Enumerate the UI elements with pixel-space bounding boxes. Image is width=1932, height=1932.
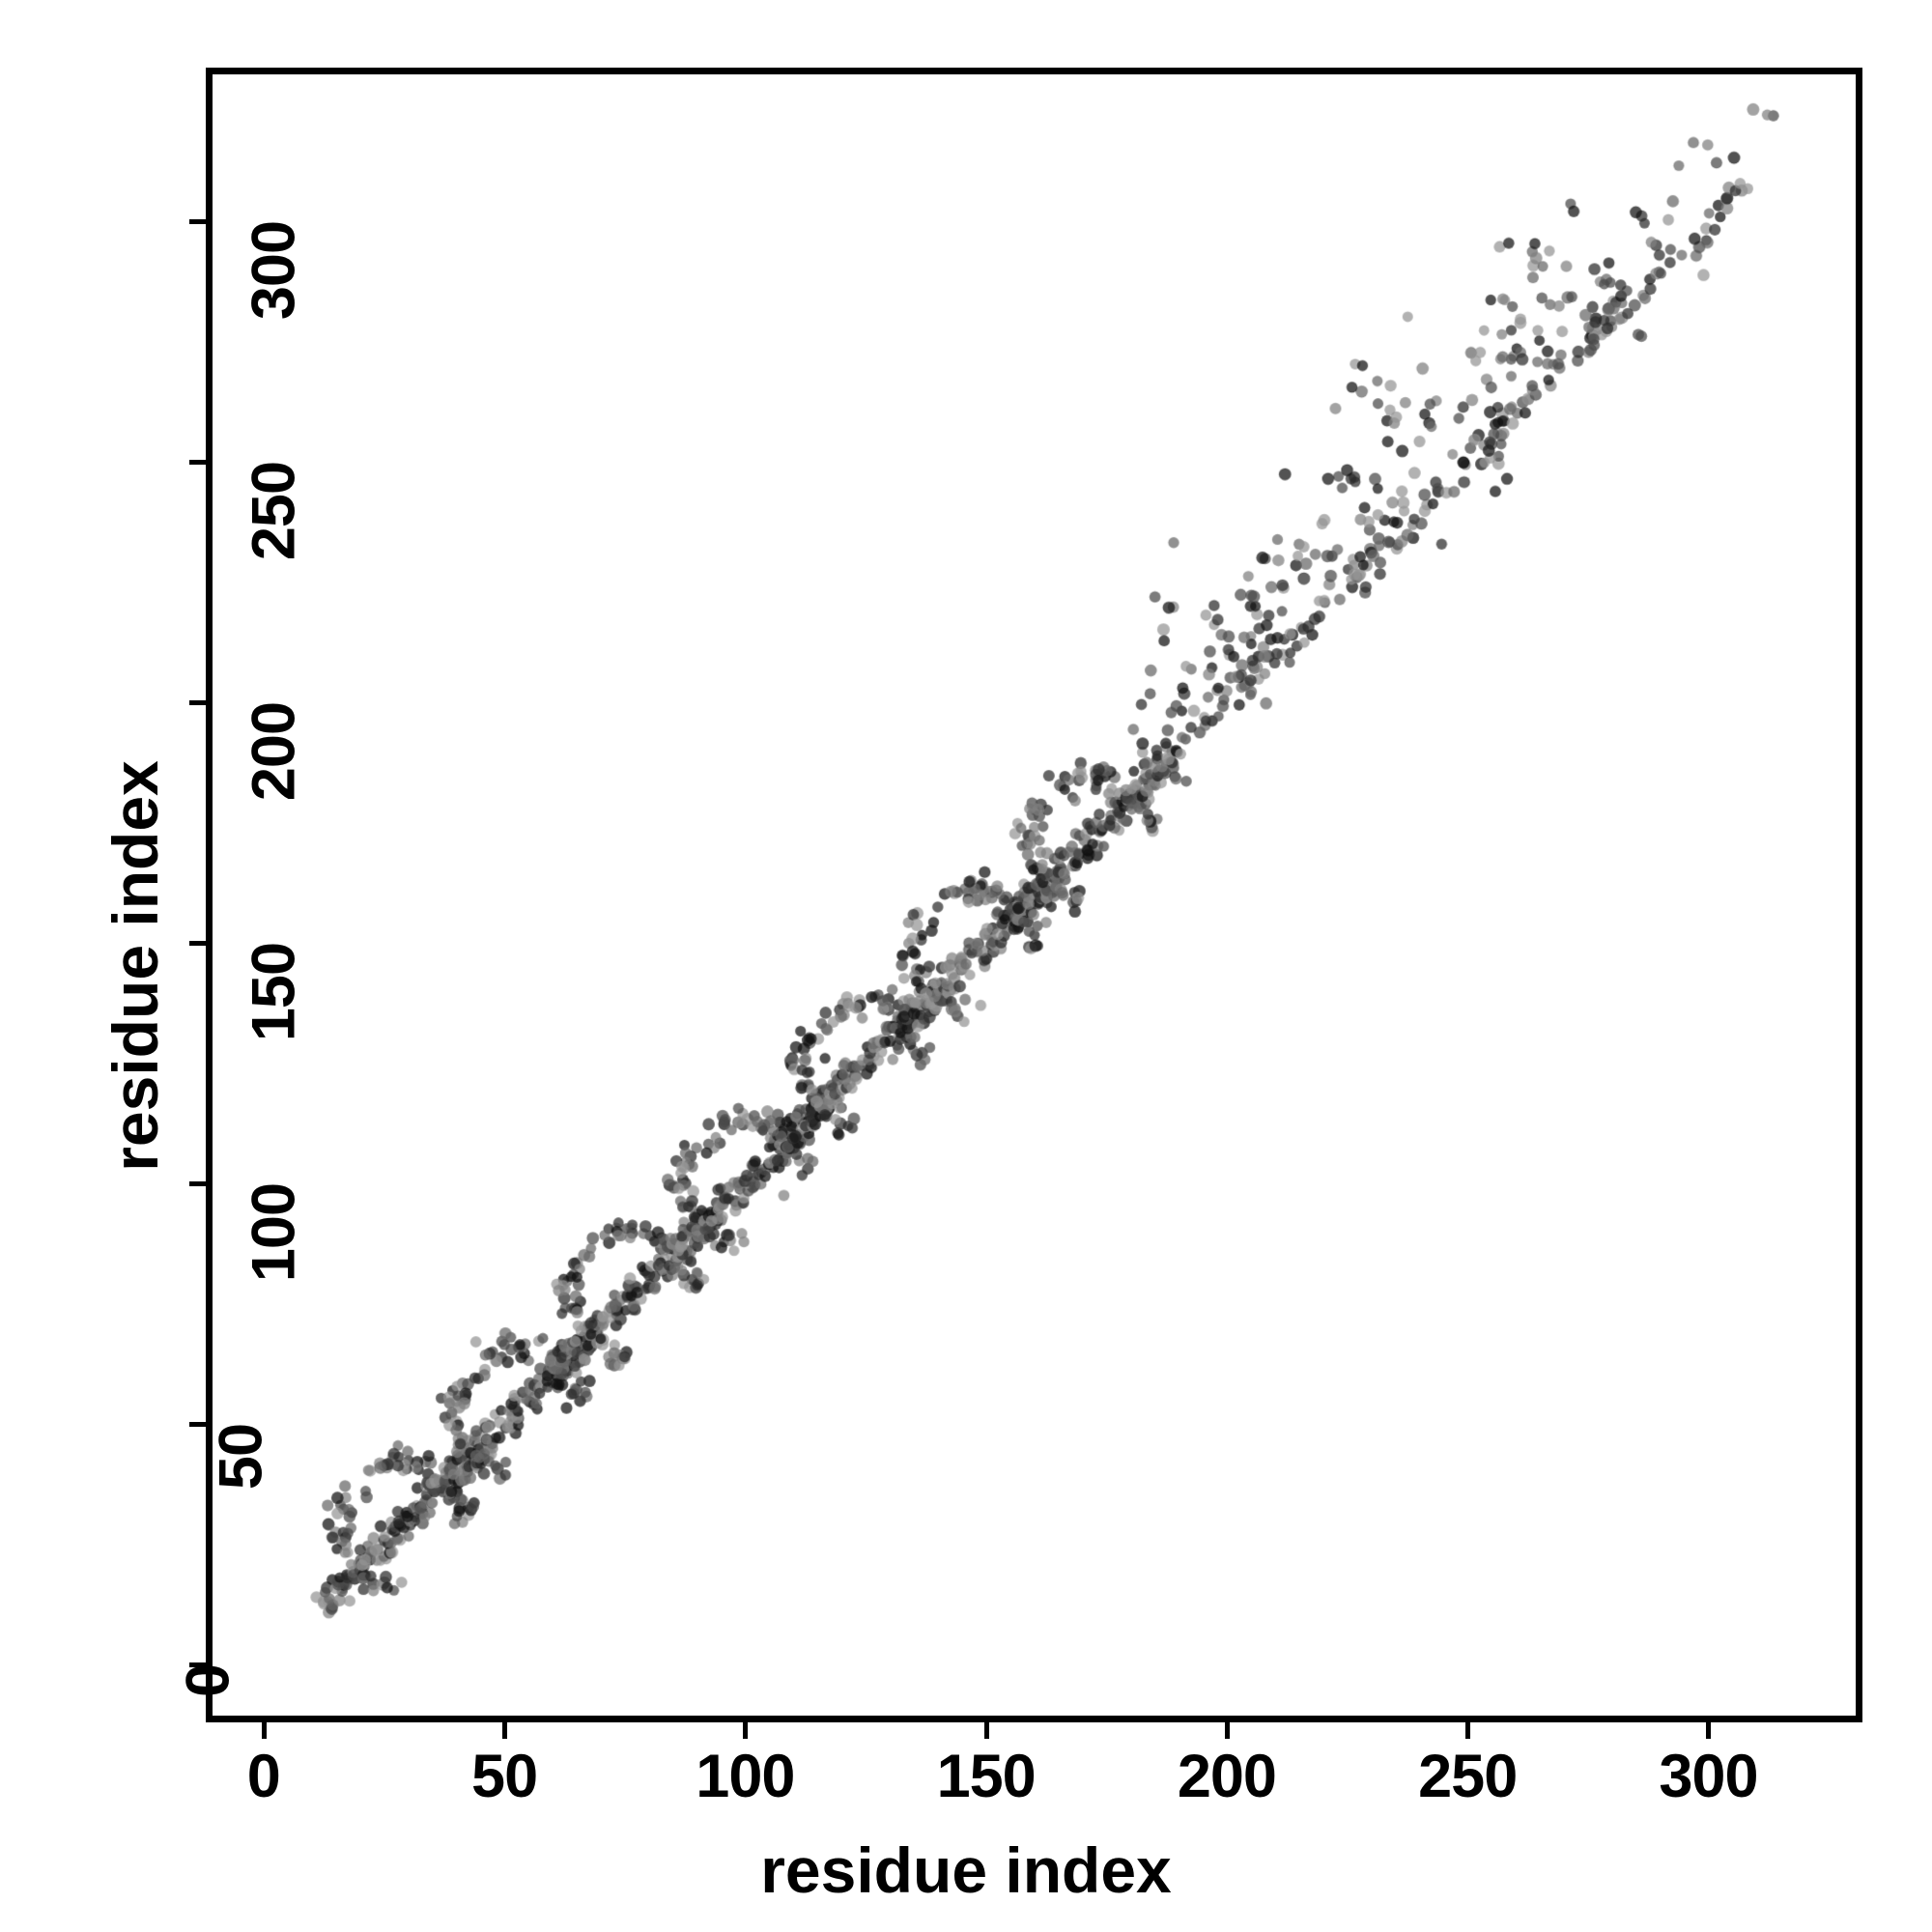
y-tick-150 xyxy=(189,941,206,947)
x-tick-label-100: 100 xyxy=(696,1743,795,1810)
y-axis-title: residue index xyxy=(99,760,171,1172)
y-tick-200 xyxy=(189,700,206,706)
x-tick-label-300: 300 xyxy=(1659,1743,1758,1810)
x-axis-title: residue index xyxy=(760,1834,1172,1906)
x-tick-200 xyxy=(1224,1722,1230,1739)
y-tick-label-200: 200 xyxy=(240,702,308,802)
y-tick-0 xyxy=(189,1662,206,1668)
x-tick-150 xyxy=(983,1722,989,1739)
x-tick-50 xyxy=(502,1722,508,1739)
x-tick-100 xyxy=(743,1722,749,1739)
y-tick-label-0: 0 xyxy=(174,1664,242,1698)
x-tick-300 xyxy=(1706,1722,1712,1739)
scatter-points-canvas xyxy=(213,74,1856,1716)
y-tick-label-100: 100 xyxy=(240,1183,308,1283)
y-tick-50 xyxy=(189,1422,206,1428)
plot-area xyxy=(206,68,1862,1722)
x-tick-label-200: 200 xyxy=(1177,1743,1277,1810)
y-tick-250 xyxy=(189,460,206,466)
x-tick-label-0: 0 xyxy=(246,1743,281,1810)
y-tick-label-300: 300 xyxy=(240,221,308,321)
x-tick-label-250: 250 xyxy=(1418,1743,1518,1810)
y-tick-label-250: 250 xyxy=(240,462,308,561)
x-tick-0 xyxy=(261,1722,267,1739)
x-tick-label-150: 150 xyxy=(936,1743,1037,1810)
x-tick-label-50: 50 xyxy=(471,1743,538,1810)
y-tick-label-50: 50 xyxy=(207,1424,275,1491)
y-tick-300 xyxy=(189,219,206,225)
y-tick-label-150: 150 xyxy=(240,943,308,1042)
y-tick-100 xyxy=(189,1181,206,1187)
x-tick-250 xyxy=(1465,1722,1471,1739)
